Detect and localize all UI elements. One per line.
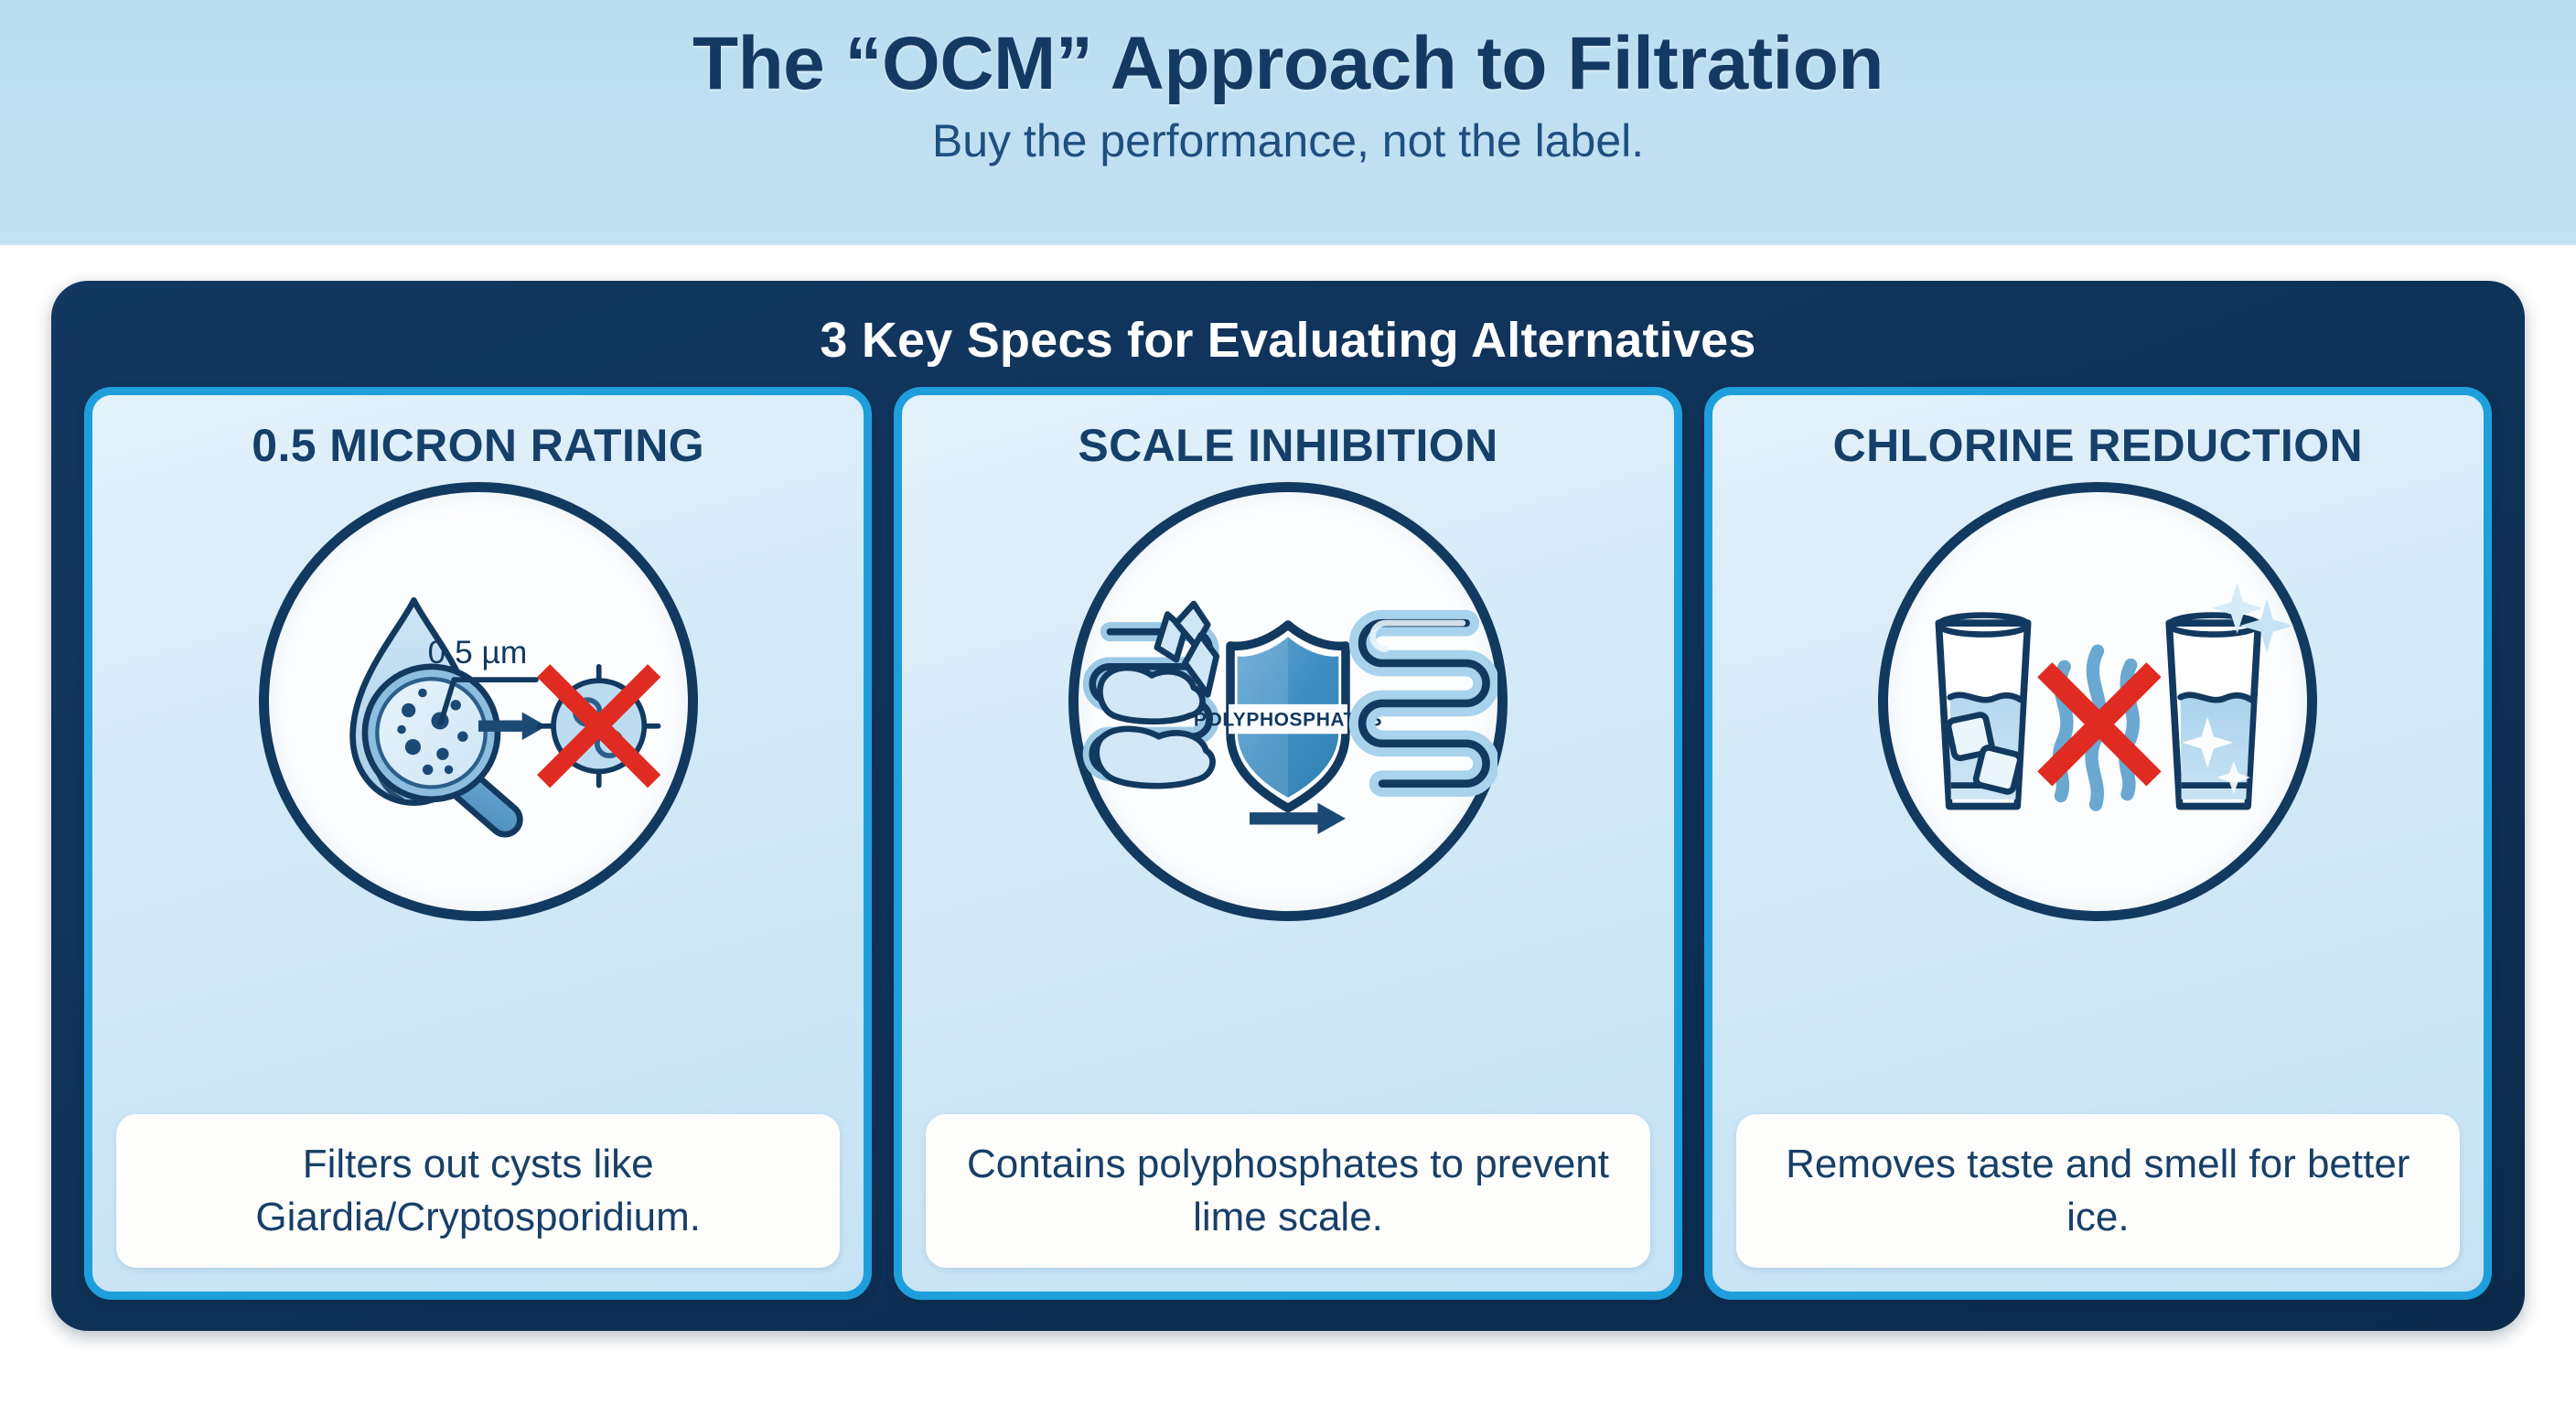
spec-card-caption: Removes taste and smell for better ice. [1735, 1113, 2460, 1268]
spec-card-title: CHLORINE REDUCTION [1832, 420, 2364, 472]
header-band: The “OCM” Approach to Filtration Buy the… [0, 0, 2576, 245]
spec-card-caption: Filters out cysts like Giardia/Cryptospo… [116, 1113, 841, 1268]
page-subtitle: Buy the performance, not the label. [931, 114, 1645, 166]
micron-filtration-icon: 0.5 µm [258, 482, 698, 922]
spec-card-chlorine-reduction[interactable]: CHLORINE REDUCTION [1703, 387, 2492, 1300]
spec-card-scale-inhibition[interactable]: SCALE INHIBITION [894, 387, 1682, 1300]
spec-card-title: 0.5 MICRON RATING [252, 420, 705, 472]
spec-card-title: SCALE INHIBITION [1078, 420, 1498, 472]
spec-card-micron-rating[interactable]: 0.5 MICRON RATING [84, 387, 873, 1300]
scale-inhibition-icon: POLYPHOSPHATES [1068, 482, 1508, 922]
panel-heading: 3 Key Specs for Evaluating Alternatives [820, 313, 1756, 368]
shield-label: POLYPHOSPHATES [1194, 710, 1382, 731]
page-title: The “OCM” Approach to Filtration [692, 22, 1884, 105]
chlorine-reduction-icon [1878, 482, 2318, 922]
cards-row: 0.5 MICRON RATING [77, 387, 2499, 1303]
micron-label: 0.5 µm [427, 635, 527, 670]
specs-panel: 3 Key Specs for Evaluating Alternatives … [51, 281, 2525, 1331]
spec-card-caption: Contains polyphosphates to prevent lime … [926, 1113, 1650, 1268]
